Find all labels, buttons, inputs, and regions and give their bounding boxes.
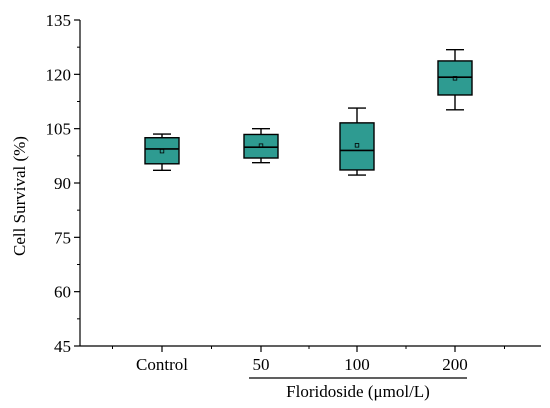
y-axis: 45 60 75 90 105 120 135 — [46, 11, 81, 356]
y-tick-label: 120 — [46, 65, 72, 84]
y-axis-title: Cell Survival (%) — [10, 136, 29, 256]
x-tick-label: 200 — [442, 355, 468, 374]
x-axis: Control 50 100 200 — [80, 345, 541, 374]
box-100 — [339, 107, 375, 176]
x-axis-title: Floridoside (μmol/L) — [286, 382, 430, 401]
box-50 — [243, 127, 279, 164]
y-tick-label: 135 — [46, 11, 72, 30]
y-tick-label: 60 — [54, 283, 71, 302]
box-series — [144, 49, 473, 176]
iqr-box — [243, 133, 279, 159]
x-tick-label: 100 — [344, 355, 370, 374]
x-tick-label: 50 — [253, 355, 270, 374]
y-tick-label: 45 — [54, 337, 71, 356]
box-200 — [437, 49, 473, 111]
y-tick-label: 105 — [46, 120, 72, 139]
iqr-box — [144, 137, 180, 165]
box-control — [144, 133, 180, 172]
y-tick-label: 90 — [54, 174, 71, 193]
mean-marker — [258, 143, 264, 148]
y-tick-label: 75 — [54, 228, 71, 247]
iqr-box — [339, 122, 375, 171]
mean-marker — [354, 143, 360, 148]
x-tick-label: Control — [136, 355, 188, 374]
mean-marker — [452, 76, 458, 81]
mean-marker — [159, 148, 165, 154]
